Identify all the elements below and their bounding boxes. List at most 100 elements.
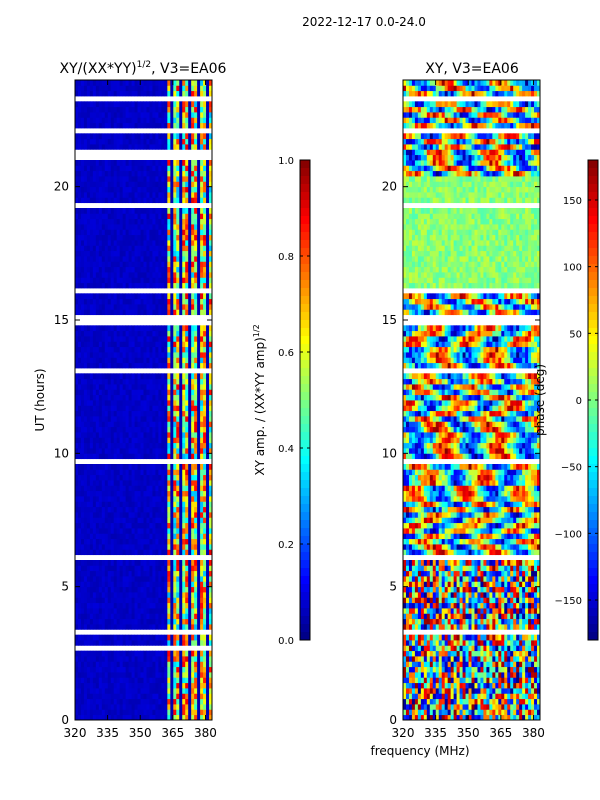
heatmap-cell xyxy=(149,106,153,113)
heatmap-cell xyxy=(80,496,85,502)
heatmap-cell xyxy=(75,640,79,646)
heatmap-cell xyxy=(104,282,109,289)
heatmap-cell xyxy=(152,421,156,428)
heatmap-cell xyxy=(83,677,88,684)
heatmap-cell xyxy=(77,586,82,593)
heatmap-cell xyxy=(75,122,79,129)
heatmap-cell xyxy=(83,608,88,614)
heatmap-cell xyxy=(194,586,198,593)
heatmap-cell xyxy=(134,624,138,630)
heatmap-cell xyxy=(188,405,192,412)
heatmap-cell xyxy=(167,576,171,582)
heatmap-cell xyxy=(125,709,130,716)
heatmap-cell xyxy=(206,549,210,556)
heatmap-cell xyxy=(167,352,171,358)
heatmap-cell xyxy=(92,560,97,566)
heatmap-cell xyxy=(101,485,106,492)
heatmap-cell xyxy=(185,240,189,246)
heatmap-cell xyxy=(191,101,195,108)
heatmap-cell xyxy=(197,229,201,236)
heatmap-cell xyxy=(155,437,159,444)
heatmap-cell xyxy=(197,208,201,214)
heatmap-cell xyxy=(191,224,195,230)
heatmap-cell xyxy=(110,298,115,305)
heatmap-cell xyxy=(116,538,121,545)
heatmap-cell xyxy=(116,464,121,470)
heatmap-cell xyxy=(116,581,121,588)
heatmap-cell xyxy=(137,378,141,385)
heatmap-cell xyxy=(77,565,82,572)
heatmap-cell xyxy=(185,389,189,396)
heatmap-cell xyxy=(197,586,201,593)
heatmap-cell xyxy=(92,469,97,476)
heatmap-cell xyxy=(155,549,159,556)
heatmap-cell xyxy=(194,208,198,214)
heatmap-cell xyxy=(161,176,165,182)
heatmap-cell xyxy=(98,613,103,620)
heatmap-cell xyxy=(164,474,168,481)
heatmap-cell xyxy=(95,512,100,518)
heatmap-cell xyxy=(89,442,94,449)
heatmap-cell xyxy=(140,234,144,241)
heatmap-cell xyxy=(188,608,192,614)
heatmap-cell xyxy=(131,517,135,524)
heatmap-cell xyxy=(83,597,88,604)
heatmap-cell xyxy=(140,602,144,609)
heatmap-cell xyxy=(107,576,112,582)
heatmap-cell xyxy=(75,538,79,545)
heatmap-cell xyxy=(104,522,109,529)
heatmap-cell xyxy=(191,453,195,460)
heatmap-cell xyxy=(203,218,207,225)
heatmap-cell xyxy=(200,133,204,140)
heatmap-cell xyxy=(194,389,198,396)
heatmap-cell xyxy=(188,384,192,390)
heatmap-cell xyxy=(137,640,141,646)
heatmap-cell xyxy=(140,512,144,518)
heatmap-cell xyxy=(95,400,100,406)
heatmap-cell xyxy=(194,549,198,556)
heatmap-cell xyxy=(89,394,94,401)
heatmap-cell xyxy=(86,464,91,470)
heatmap-cell xyxy=(143,293,147,300)
heatmap-cell xyxy=(98,362,103,369)
heatmap-cell xyxy=(173,464,177,470)
heatmap-cell xyxy=(191,480,195,486)
heatmap-cell xyxy=(122,101,127,108)
heatmap-cell xyxy=(173,496,177,502)
heatmap-cell xyxy=(92,144,97,150)
heatmap-cell xyxy=(164,517,168,524)
heatmap-cell xyxy=(146,176,150,182)
heatmap-cell xyxy=(170,384,174,390)
heatmap-cell xyxy=(113,325,118,332)
heatmap-cell xyxy=(185,528,189,534)
heatmap-cell xyxy=(185,682,189,689)
heatmap-cell xyxy=(131,640,135,646)
heatmap-cell xyxy=(134,256,138,262)
heatmap-cell xyxy=(173,298,177,305)
heatmap-cell xyxy=(86,634,91,641)
heatmap-cell xyxy=(95,389,100,396)
heatmap-cell xyxy=(137,208,141,214)
heatmap-cell xyxy=(176,576,180,582)
heatmap-cell xyxy=(107,544,112,550)
heatmap-cell xyxy=(179,597,183,604)
heatmap-cell xyxy=(137,698,141,705)
heatmap-cell xyxy=(152,416,156,422)
heatmap-cell xyxy=(200,245,204,252)
heatmap-cell xyxy=(98,213,103,220)
heatmap-cell xyxy=(188,714,192,721)
heatmap-cell xyxy=(176,565,180,572)
heatmap-cell xyxy=(134,357,138,364)
heatmap-cell xyxy=(164,245,168,252)
heatmap-cell xyxy=(155,613,159,620)
heatmap-cell xyxy=(206,266,210,273)
heatmap-cell xyxy=(104,197,109,204)
x-tick-label: 320 xyxy=(64,726,87,740)
heatmap-cell xyxy=(191,677,195,684)
heatmap-cell xyxy=(170,693,174,700)
heatmap-cell xyxy=(158,240,162,246)
heatmap-cell xyxy=(200,624,204,630)
heatmap-cell xyxy=(110,176,115,182)
heatmap-cell xyxy=(155,581,159,588)
heatmap-cell xyxy=(149,336,153,342)
